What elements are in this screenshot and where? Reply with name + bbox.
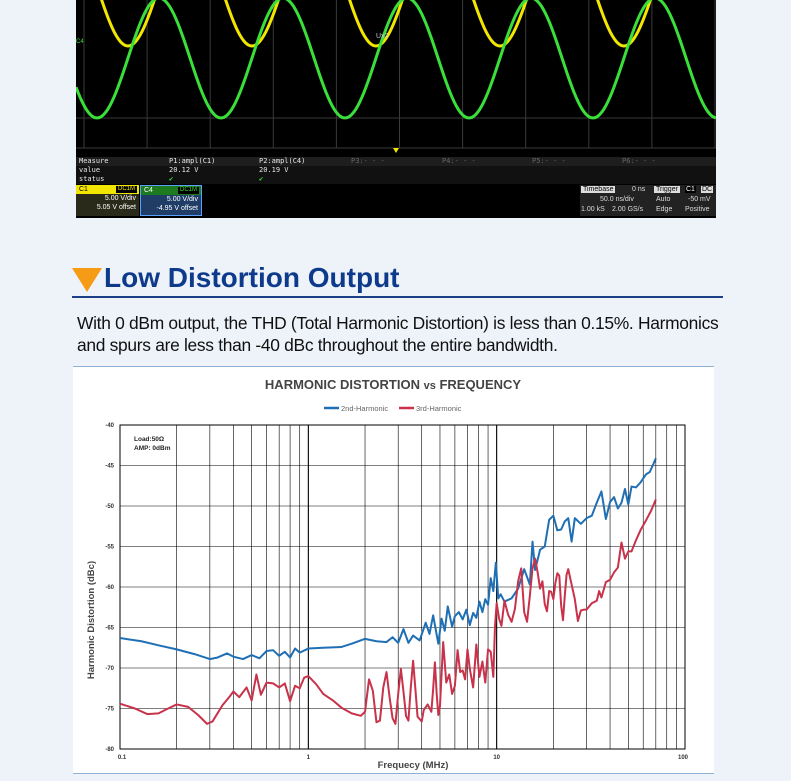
y-tick-label: -45	[105, 464, 114, 470]
y-tick-label: -55	[105, 545, 114, 551]
section-heading: Low Distortion Output	[72, 258, 400, 298]
x-axis-label: Frequecy (MHz)	[378, 760, 449, 771]
x-tick-label: 0.1	[118, 755, 127, 761]
value-label: value	[79, 166, 101, 174]
section-paragraph: With 0 dBm output, the THD (Total Harmon…	[77, 313, 719, 355]
x-tick-labels: 0.1 1 10 100	[118, 755, 689, 761]
timebase-delay: 0 ns	[632, 186, 646, 193]
measure-p3-header[interactable]: P3:- - -	[351, 157, 385, 165]
trigger-mode: Auto	[656, 196, 671, 203]
y-tick-label: -80	[105, 747, 114, 753]
waveform-display: C4 Ux2	[76, 0, 716, 153]
measure-p1-value: 20.12 V	[169, 166, 199, 174]
heading-divider	[72, 296, 723, 298]
trigger-label: Trigger	[654, 186, 680, 193]
chart-title: HARMONIC DISTORTION vs FREQUENCY	[265, 377, 521, 392]
cursor-label: Ux2	[376, 33, 389, 40]
timebase-label: Timebase	[581, 186, 616, 193]
measure-value-row: value 20.12 V 20.19 V	[76, 166, 716, 175]
x-tick-label: 100	[678, 755, 689, 761]
measure-p2-header[interactable]: P2:ampl(C4)	[259, 157, 306, 165]
channel-c4-name: C4	[144, 187, 153, 194]
measure-status-row: status ✔ ✔	[76, 175, 716, 184]
y-tick-label: -75	[105, 707, 114, 713]
channel-c1-vdiv: 5.00 V/div	[104, 195, 136, 202]
channel-c4-coupling: DC1M	[177, 187, 199, 194]
measure-p2-value: 20.19 V	[259, 166, 289, 174]
chart-grid	[119, 424, 686, 750]
trigger-coupling: DC	[701, 186, 714, 193]
channel-c4-offset: -4.95 V offset	[156, 205, 198, 212]
measure-p5-header[interactable]: P5:- - -	[532, 157, 566, 165]
series-line-3rd-harmonic	[119, 499, 657, 725]
y-tick-label: -70	[105, 666, 114, 672]
channel-c4-vdiv: 5.00 V/div	[166, 196, 198, 203]
channel-c4-descriptor[interactable]: C4 DC1M 5.00 V/div -4.95 V offset	[140, 185, 202, 216]
measure-p6-header[interactable]: P6:- - -	[622, 157, 656, 165]
y-tick-label: -65	[105, 626, 114, 632]
ch4-marker: C4	[76, 39, 84, 45]
channel-c1-descriptor[interactable]: C1 DC1M 5.00 V/div 5.05 V offset	[76, 185, 139, 216]
triangle-bullet-icon	[72, 268, 102, 292]
measure-p1-header[interactable]: P1:ampl(C1)	[169, 157, 216, 165]
measure-header: Measure	[79, 157, 109, 165]
trigger-source: C1	[685, 186, 696, 193]
check-icon: ✔	[259, 175, 264, 183]
channel-c1-coupling: DC1M	[115, 186, 137, 193]
x-tick-label: 1	[307, 755, 311, 761]
section-title: Low Distortion Output	[104, 262, 400, 293]
annotation-load: Load:50Ω	[134, 436, 164, 443]
timebase-rate: 2.00 GS/s	[612, 206, 644, 213]
chart-legend: 2nd-Harmonic 3rd-Harmonic	[324, 404, 462, 413]
check-icon: ✔	[169, 175, 174, 183]
y-axis-label: Harmonic Distortion (dBc)	[86, 561, 97, 679]
channel-c1-name: C1	[79, 186, 88, 193]
x-tick-label: 10	[493, 755, 500, 761]
series-line-2nd-harmonic	[119, 457, 657, 661]
harmonic-distortion-chart: HARMONIC DISTORTION vs FREQUENCY 2nd-Har…	[73, 366, 714, 774]
chart-svg: HARMONIC DISTORTION vs FREQUENCY 2nd-Har…	[86, 377, 689, 771]
timebase-samples: 1.00 kS	[581, 206, 605, 213]
legend-label-2nd: 2nd-Harmonic	[341, 404, 388, 413]
timebase-tdiv: 50.0 ns/div	[600, 196, 634, 203]
trigger-slope: Positive	[685, 206, 710, 213]
oscilloscope-screenshot: C4 Ux2 Measure P1:ampl(C1) P2:ampl(C4) P…	[76, 0, 716, 218]
waveform-c4	[76, 0, 716, 120]
measure-p4-header[interactable]: P4:- - -	[442, 157, 476, 165]
y-tick-label: -40	[105, 423, 114, 429]
y-tick-labels: -40 -45 -50 -55 -60 -65 -70 -75 -80	[105, 423, 114, 753]
measure-header-row: Measure P1:ampl(C1) P2:ampl(C4) P3:- - -…	[76, 157, 716, 166]
legend-label-3rd: 3rd-Harmonic	[416, 404, 462, 413]
trigger-type: Edge	[656, 206, 673, 213]
annotation-amp: AMP: 0dBm	[134, 445, 171, 452]
trigger-level: -50 mV	[688, 196, 711, 203]
waveform-c1	[100, 0, 652, 48]
status-label: status	[79, 175, 105, 183]
trigger-marker-icon	[393, 148, 399, 153]
y-tick-label: -50	[105, 504, 114, 510]
channel-c1-offset: 5.05 V offset	[96, 204, 136, 211]
y-tick-label: -60	[105, 585, 114, 591]
timebase-trigger-panel[interactable]: Timebase 0 ns 50.0 ns/div 1.00 kS 2.00 G…	[580, 185, 716, 216]
